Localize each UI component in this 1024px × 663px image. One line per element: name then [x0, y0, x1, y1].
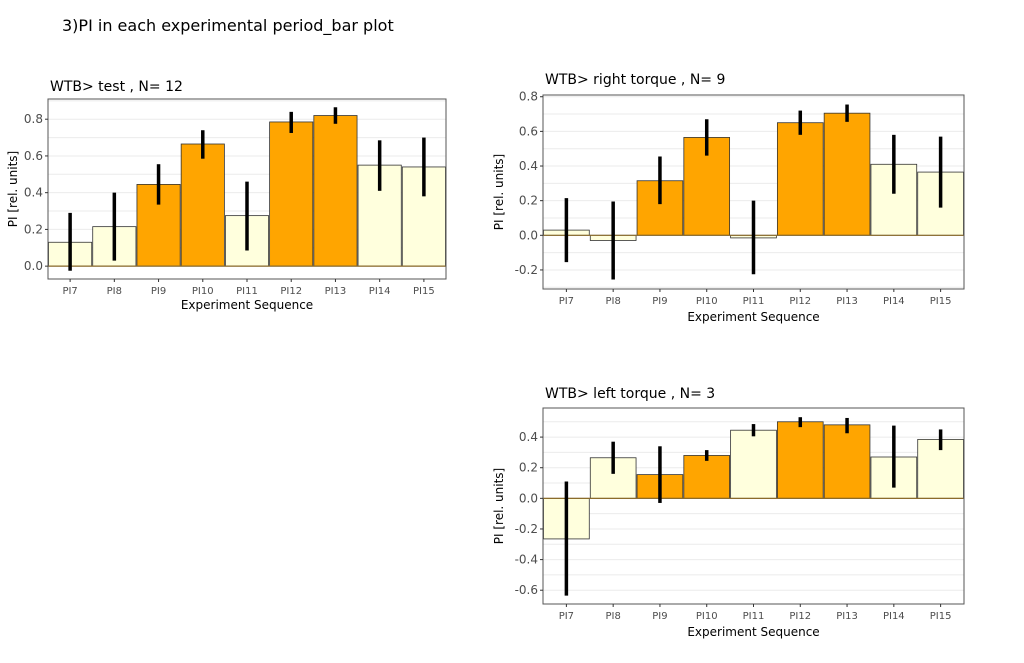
bar-pi11 [730, 429, 777, 499]
y-tick-label: 0.8 [24, 112, 43, 126]
y-tick-label: 0.2 [519, 461, 538, 475]
x-tick-label: PI8 [107, 286, 122, 297]
x-tick-label: PI11 [743, 296, 765, 307]
chart-title: WTB> test , N= 12 [50, 79, 183, 95]
x-tick-label: PI14 [369, 286, 391, 297]
y-tick-label: -0.2 [515, 263, 538, 277]
bar-pi10 [180, 143, 225, 267]
y-tick-label: 0.6 [24, 149, 43, 163]
y-axis-label: PI [rel. units] [492, 154, 506, 230]
x-tick-label: PI15 [413, 286, 435, 297]
bar-pi12 [776, 122, 824, 236]
chart-right-torque: -0.2 0.0 0.2 0.4 0.6 0.8 PI7 PI8 PI9 PI10 PI11 PI12… [492, 72, 965, 324]
y-axis-label: PI [rel. units] [492, 468, 506, 544]
y-tick-label: -0.4 [515, 553, 538, 567]
x-tick-label: PI13 [836, 296, 858, 307]
y-tick-label: 0.0 [24, 259, 43, 273]
chart-title: WTB> left torque , N= 3 [545, 386, 715, 402]
x-tick-label: PI7 [62, 286, 77, 297]
x-tick-label: PI10 [696, 611, 718, 622]
y-tick-label: 0.0 [519, 228, 538, 242]
y-tick-label: 0.6 [519, 124, 538, 138]
x-tick-label: PI8 [605, 296, 620, 307]
chart-test: 0.0 0.2 0.4 0.6 0.8 PI7 PI8 PI9 PI10 PI11 PI12 PI13… [6, 79, 447, 312]
x-tick-label: PI10 [696, 296, 718, 307]
x-axis-label: Experiment Sequence [181, 298, 313, 312]
y-tick-label: 0.4 [519, 159, 538, 173]
y-tick-label: 0.4 [519, 430, 538, 444]
x-tick-label: PI9 [151, 286, 166, 297]
page-title: 3)PI in each experimental period_bar plo… [62, 16, 394, 35]
x-tick-label: PI12 [789, 611, 811, 622]
x-tick-label: PI9 [652, 611, 667, 622]
bar-pi13 [823, 112, 871, 236]
x-tick-label: PI12 [280, 286, 302, 297]
y-tick-label: -0.2 [515, 522, 538, 536]
y-tick-label: 0.2 [24, 222, 43, 236]
x-tick-label: PI14 [883, 611, 905, 622]
y-axis-label: PI [rel. units] [6, 151, 20, 227]
y-tick-label: 0.0 [519, 491, 538, 505]
x-tick-label: PI15 [930, 296, 952, 307]
chart-title: WTB> right torque , N= 9 [545, 72, 725, 88]
x-tick-label: PI14 [883, 296, 905, 307]
bar-pi12 [776, 421, 824, 499]
x-tick-label: PI7 [559, 296, 574, 307]
x-tick-label: PI13 [836, 611, 858, 622]
x-tick-label: PI11 [743, 611, 765, 622]
y-tick-label: -0.6 [515, 583, 538, 597]
x-tick-label: PI10 [192, 286, 214, 297]
x-axis-label: Experiment Sequence [687, 625, 819, 639]
x-tick-label: PI12 [789, 296, 811, 307]
x-tick-label: PI7 [559, 611, 574, 622]
x-tick-label: PI13 [325, 286, 347, 297]
chart-left-torque: -0.6 -0.4 -0.2 0.0 0.2 0.4 PI7 PI8 PI9 PI10 PI11 PI… [492, 386, 965, 639]
bar-pi13 [313, 115, 358, 267]
x-axis-label: Experiment Sequence [687, 310, 819, 324]
bar-pi13 [823, 424, 871, 499]
y-tick-label: 0.4 [24, 186, 43, 200]
x-tick-label: PI9 [652, 296, 667, 307]
x-tick-label: PI8 [605, 611, 620, 622]
bar-pi12 [269, 121, 314, 267]
x-tick-label: PI15 [930, 611, 952, 622]
x-tick-label: PI11 [236, 286, 258, 297]
y-tick-label: 0.8 [519, 90, 538, 104]
y-tick-label: 0.2 [519, 194, 538, 208]
bar-pi10 [683, 455, 731, 499]
